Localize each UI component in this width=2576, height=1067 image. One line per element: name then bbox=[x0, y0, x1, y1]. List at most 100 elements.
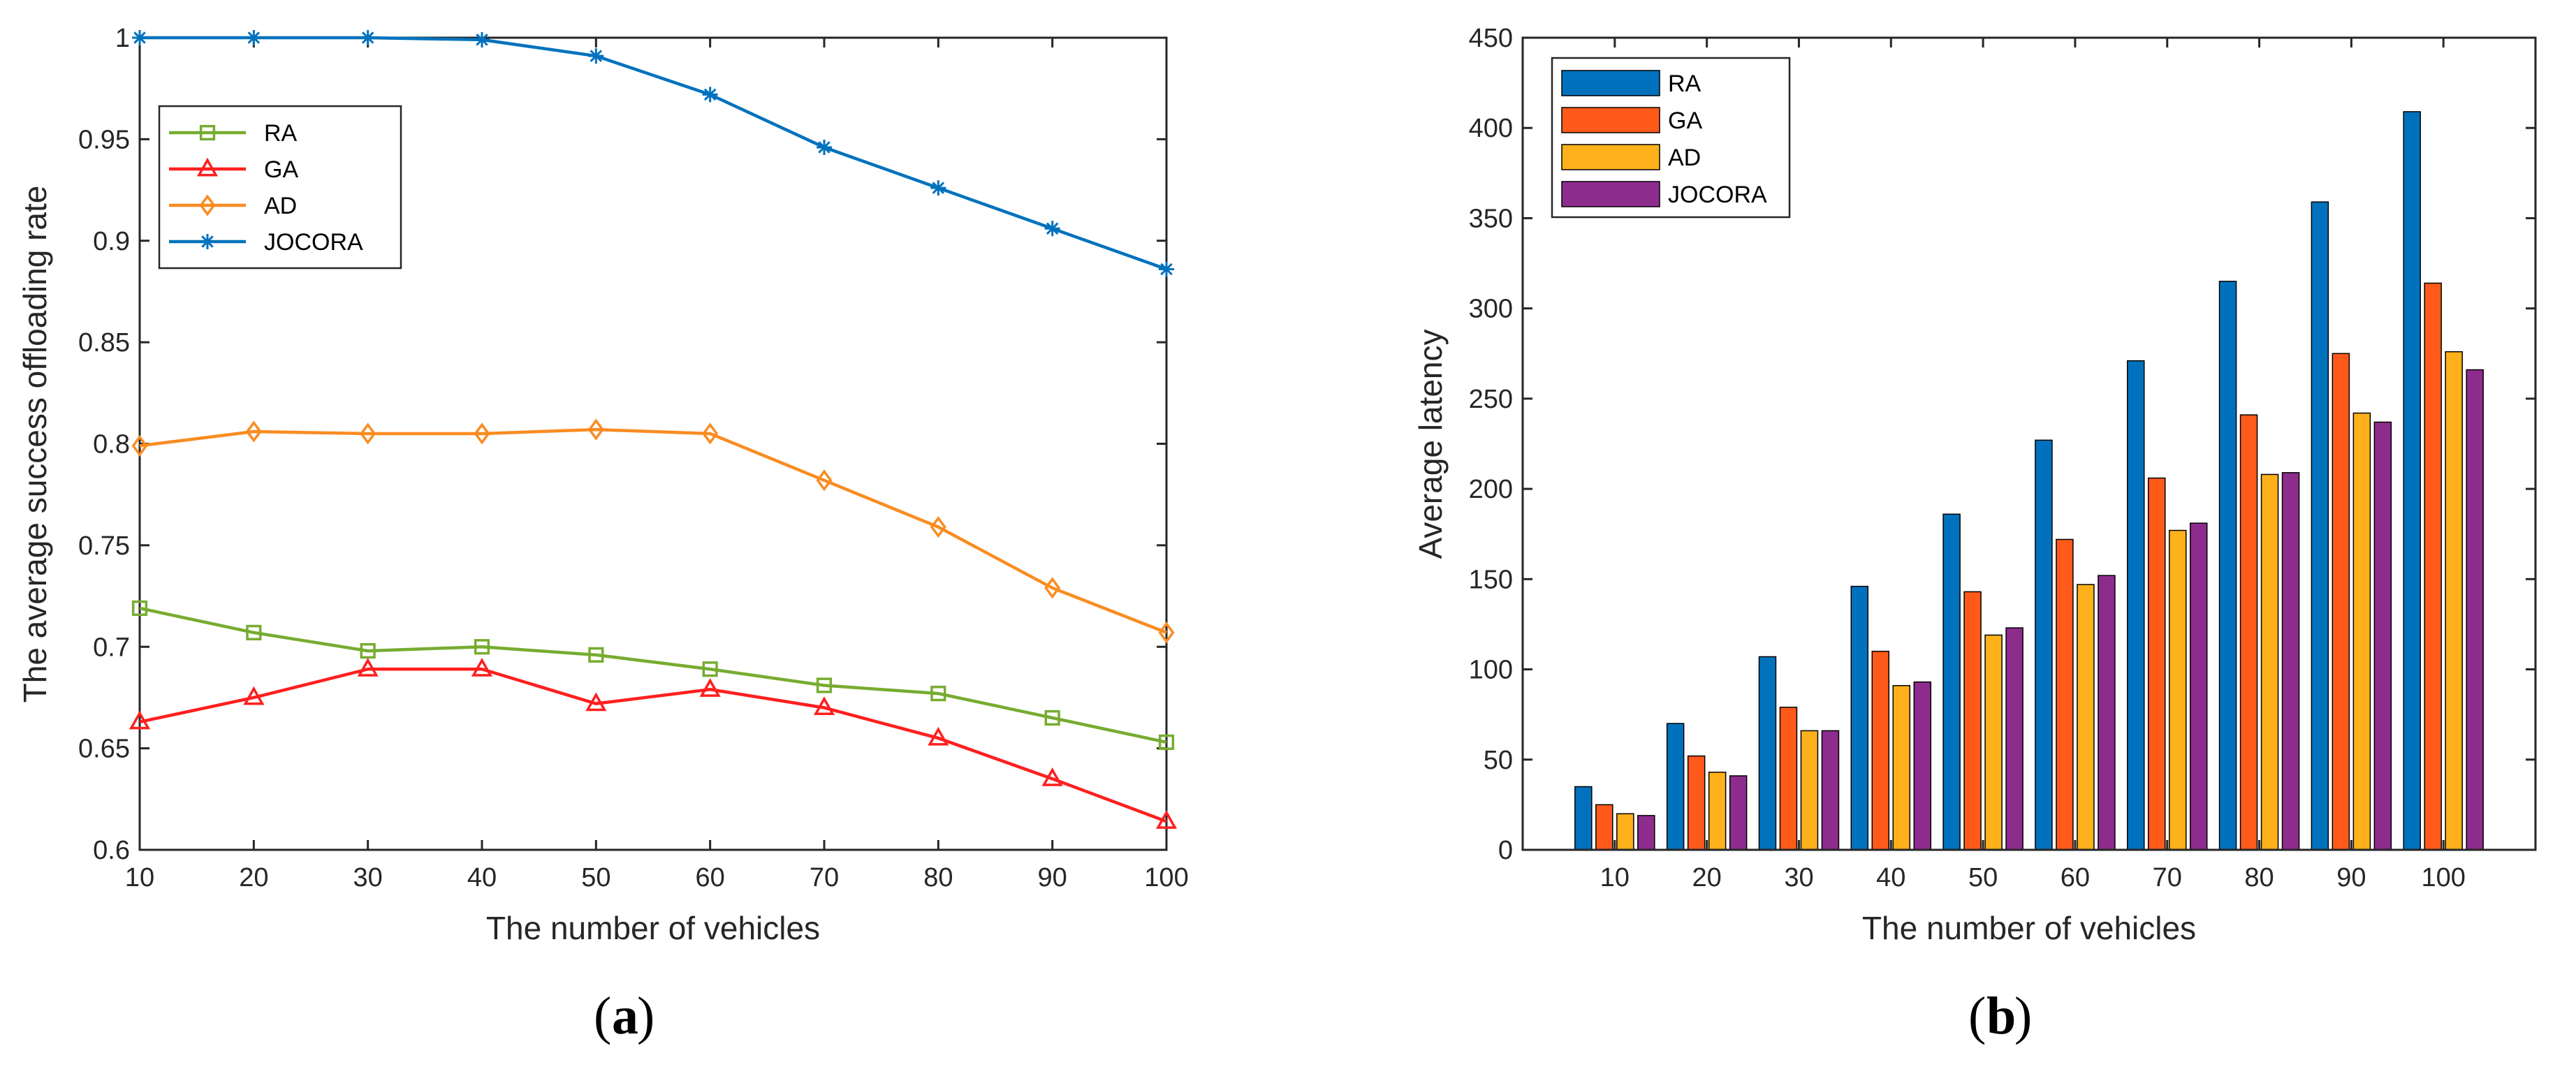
data-point-ga bbox=[928, 726, 949, 746]
y-tick-label-b: 0 bbox=[1498, 836, 1513, 865]
data-point-ad bbox=[930, 516, 946, 538]
bar-ad bbox=[1800, 730, 1819, 851]
series-line-ad bbox=[139, 427, 1167, 634]
x-tick-label-a: 10 bbox=[125, 863, 154, 892]
x-tick-label-a: 80 bbox=[923, 863, 953, 892]
bar-jocora bbox=[1637, 815, 1655, 851]
data-point-ra bbox=[246, 624, 262, 640]
y-tick-label-b: 200 bbox=[1469, 475, 1513, 504]
bar-ga bbox=[1687, 755, 1706, 851]
bar-ga bbox=[2056, 538, 2074, 851]
bar-ga bbox=[1871, 650, 1890, 851]
bar-ad bbox=[1892, 685, 1911, 851]
data-point-ad bbox=[1044, 577, 1061, 599]
data-point-ra bbox=[360, 642, 376, 659]
legend-b: RA GA AD JOCORA bbox=[1551, 57, 1791, 219]
x-tick-label-a: 20 bbox=[239, 863, 268, 892]
bar-ga bbox=[1779, 707, 1798, 851]
bar-ga bbox=[2424, 282, 2442, 851]
x-tick-label-a: 60 bbox=[696, 863, 725, 892]
x-tick-label-a: 30 bbox=[353, 863, 383, 892]
bar-ad bbox=[2077, 584, 2095, 851]
y-tick-label-a: 0.65 bbox=[78, 735, 130, 764]
legend-marker-ga bbox=[196, 157, 219, 177]
bar-ad bbox=[1708, 772, 1727, 851]
bar-ra bbox=[2035, 439, 2053, 851]
y-tick-label-b: 400 bbox=[1469, 114, 1513, 143]
legend-marker-ad bbox=[199, 194, 216, 216]
data-point-ga bbox=[1041, 767, 1063, 786]
x-tick-label-a: 40 bbox=[467, 863, 497, 892]
bar-ga bbox=[2239, 414, 2258, 851]
x-tick-label-b: 90 bbox=[2336, 863, 2366, 892]
y-tick-label-a: 0.95 bbox=[78, 125, 130, 154]
data-point-ga bbox=[471, 658, 493, 677]
series-line-ga bbox=[139, 667, 1167, 823]
bar-ga bbox=[2332, 353, 2350, 851]
data-point-ga bbox=[129, 710, 151, 730]
bar-jocora bbox=[2373, 421, 2392, 851]
y-tick-label-b: 100 bbox=[1469, 656, 1513, 685]
bar-ad bbox=[1984, 634, 2003, 851]
data-point-ra bbox=[131, 600, 148, 617]
data-point-jocora bbox=[588, 48, 604, 64]
x-tick-label-b: 30 bbox=[1784, 863, 1813, 892]
y-tick-label-b: 250 bbox=[1469, 385, 1513, 414]
bar-ra bbox=[1574, 786, 1593, 851]
y-tick-label-b: 300 bbox=[1469, 295, 1513, 324]
bar-jocora bbox=[2005, 627, 2024, 851]
data-point-jocora bbox=[702, 87, 718, 103]
series-jocora bbox=[132, 30, 1174, 277]
legend-label-jocora: JOCORA bbox=[1668, 182, 1767, 208]
bar-ad bbox=[2168, 529, 2187, 851]
x-tick-label-a: 100 bbox=[1144, 863, 1188, 892]
data-point-ra bbox=[474, 639, 490, 655]
x-tick-label-b: 100 bbox=[2421, 863, 2465, 892]
y-tick-label-a: 0.9 bbox=[93, 227, 130, 256]
panel-label-a-letter: a bbox=[612, 987, 638, 1045]
y-tick-label-a: 0.7 bbox=[93, 633, 130, 662]
bar-ra bbox=[1666, 723, 1685, 851]
y-tick-label-b: 50 bbox=[1484, 746, 1513, 775]
panel-label-b-open-paren: ( bbox=[1968, 987, 1986, 1045]
x-tick-label-b: 10 bbox=[1600, 863, 1630, 892]
panel-label-a: ( a ) bbox=[594, 987, 654, 1045]
y-tick-label-b: 150 bbox=[1469, 565, 1513, 594]
series-ra bbox=[131, 600, 1175, 751]
data-point-ga bbox=[813, 696, 835, 716]
y-tick-label-b: 450 bbox=[1469, 24, 1513, 53]
data-point-ad bbox=[702, 422, 719, 445]
y-tick-label-a: 0.75 bbox=[78, 531, 130, 561]
bar-ad bbox=[2260, 473, 2279, 851]
y-axis-label-b: Average latency bbox=[1412, 329, 1449, 559]
y-tick-label-a: 0.6 bbox=[93, 836, 130, 865]
data-point-ra bbox=[1158, 734, 1175, 751]
panel-label-a-close-paren: ) bbox=[637, 987, 654, 1045]
data-point-jocora bbox=[132, 30, 147, 45]
bar-ra bbox=[2311, 201, 2329, 851]
data-point-ra bbox=[930, 686, 946, 702]
bar-jocora bbox=[1913, 681, 1932, 851]
y-tick-label-b: 350 bbox=[1469, 204, 1513, 233]
x-tick-label-b: 80 bbox=[2244, 863, 2274, 892]
bar-jocora bbox=[1729, 775, 1748, 851]
legend-label-ad: AD bbox=[1668, 145, 1701, 171]
series-line-jocora bbox=[140, 36, 1167, 271]
legend-swatch-jocora bbox=[1561, 181, 1660, 207]
legend-label-ga: GA bbox=[1668, 108, 1702, 134]
legend-label-ad: AD bbox=[264, 193, 297, 219]
data-point-ad bbox=[360, 422, 376, 445]
y-tick-label-a: 0.8 bbox=[93, 430, 130, 459]
data-point-jocora bbox=[930, 180, 946, 196]
bar-ra bbox=[1942, 513, 1961, 851]
legend-label-ra: RA bbox=[1668, 71, 1702, 97]
legend-marker-ra bbox=[199, 124, 216, 141]
x-tick-label-b: 20 bbox=[1692, 863, 1721, 892]
bar-ra bbox=[2218, 281, 2237, 851]
data-point-ad bbox=[1158, 621, 1175, 644]
bar-ga bbox=[1963, 591, 1982, 851]
legend-swatch-ga bbox=[1561, 107, 1660, 133]
data-point-ad bbox=[245, 420, 262, 443]
data-point-ad bbox=[474, 422, 490, 445]
